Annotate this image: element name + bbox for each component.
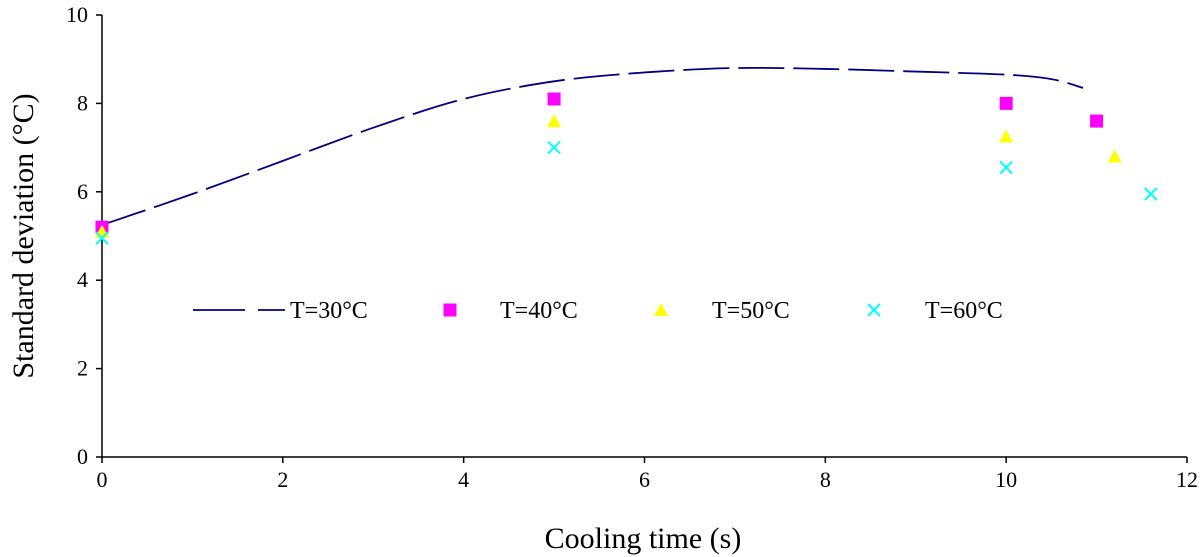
y-axis-title: Standard deviation (°C) bbox=[7, 93, 40, 378]
legend-label: T=60°C bbox=[925, 298, 1003, 324]
data-point-t-40-c bbox=[547, 92, 561, 106]
x-tick-label: 10 bbox=[995, 467, 1017, 492]
data-point-t-60-c bbox=[547, 140, 561, 155]
data-point-t-50-c bbox=[999, 129, 1014, 143]
legend-label: T=40°C bbox=[500, 298, 578, 324]
legend-item-t-40-c: T=40°C bbox=[443, 298, 578, 324]
y-ticks: 0 2 4 6 8 10 bbox=[66, 2, 102, 469]
x-marker-stroke bbox=[867, 303, 881, 317]
data-point-t-60-c bbox=[999, 160, 1013, 175]
x-tick-label: 6 bbox=[639, 467, 650, 492]
data-point-t-50-c bbox=[547, 114, 562, 128]
y-tick-label: 0 bbox=[77, 444, 88, 469]
x-tick-label: 2 bbox=[277, 467, 288, 492]
x-marker-stroke bbox=[1144, 187, 1158, 201]
legend: T=30°C T=40°C T=50°C T=60°C bbox=[193, 298, 1003, 324]
data-point-t-40-c bbox=[999, 96, 1013, 110]
x-marker-stroke bbox=[95, 231, 109, 245]
legend-label: T=30°C bbox=[290, 298, 368, 324]
y-tick-label: 4 bbox=[77, 267, 88, 292]
y-tick-label: 2 bbox=[77, 356, 88, 381]
x-ticks: 0 2 4 6 8 10 12 bbox=[97, 457, 1198, 492]
legend-swatch bbox=[867, 303, 881, 317]
x-axis-title: Cooling time (s) bbox=[545, 522, 742, 555]
legend-label: T=50°C bbox=[712, 298, 790, 324]
y-tick-label: 8 bbox=[77, 90, 88, 115]
legend-item-t-60-c: T=60°C bbox=[867, 298, 1003, 324]
x-tick-label: 0 bbox=[97, 467, 108, 492]
data-point-t-40-c bbox=[1090, 114, 1104, 128]
axes bbox=[101, 15, 1187, 458]
legend-swatch bbox=[443, 303, 457, 317]
series-line-t-30-c bbox=[101, 66, 1084, 226]
data-point-t-60-c bbox=[95, 231, 109, 245]
x-tick-label: 8 bbox=[820, 467, 831, 492]
x-tick-label: 12 bbox=[1176, 467, 1198, 492]
plot-area bbox=[95, 66, 1158, 245]
y-tick-label: 10 bbox=[66, 2, 88, 27]
x-tick-label: 4 bbox=[458, 467, 469, 492]
x-marker-stroke bbox=[999, 160, 1013, 175]
y-tick-label: 6 bbox=[77, 179, 88, 204]
legend-item-t-50-c: T=50°C bbox=[654, 298, 790, 324]
legend-swatch bbox=[654, 303, 668, 316]
data-point-t-50-c bbox=[1107, 149, 1122, 163]
legend-item-t-30-c: T=30°C bbox=[193, 298, 368, 324]
data-point-t-60-c bbox=[1144, 187, 1158, 201]
x-marker-stroke bbox=[547, 140, 561, 155]
